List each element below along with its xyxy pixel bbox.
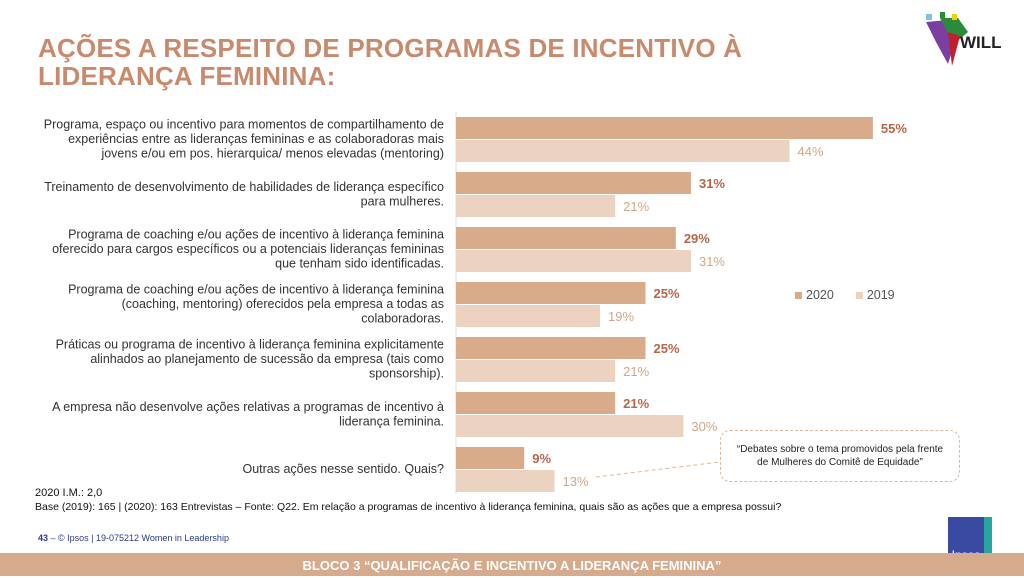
will-logo: WILL <box>926 12 1002 66</box>
bar-2019 <box>456 470 555 492</box>
value-label-2019: 21% <box>623 364 649 379</box>
value-label-2019: 19% <box>608 309 634 324</box>
legend: 2020 2019 <box>795 288 895 302</box>
category-label: Programa, espaço ou incentivo para momen… <box>44 118 444 132</box>
im-note: 2020 I.M.: 2,0 <box>35 487 103 499</box>
category-label: colaboradoras. <box>361 312 444 326</box>
svg-text:WILL: WILL <box>960 33 1002 52</box>
footer: 43 – © Ipsos | 19-075212 Women in Leader… <box>38 533 229 543</box>
value-label-2019: 13% <box>563 474 589 489</box>
bar-2019 <box>456 140 790 162</box>
legend-label: 2020 <box>806 288 834 302</box>
category-label: Treinamento de desenvolvimento de habili… <box>44 180 444 194</box>
value-label-2020: 31% <box>699 176 725 191</box>
category-label: sponsorship). <box>369 367 444 381</box>
bar-2020 <box>456 337 646 359</box>
page-title: AÇÕES A RESPEITO DE PROGRAMAS DE INCENTI… <box>38 33 743 91</box>
bar-2020 <box>456 172 691 194</box>
bar-2019 <box>456 360 616 382</box>
category-label: que tenham sido identificadas. <box>275 257 444 271</box>
value-label-2020: 25% <box>654 341 680 356</box>
base-note: Base (2019): 165 | (2020): 163 Entrevist… <box>35 501 782 513</box>
value-label-2019: 21% <box>623 199 649 214</box>
bar-2020 <box>456 392 616 414</box>
value-label-2020: 21% <box>623 396 649 411</box>
category-label: oferecido para cargos específicos ou a p… <box>52 242 444 256</box>
value-label-2020: 55% <box>881 121 907 136</box>
bar-2020 <box>456 117 873 139</box>
section-band: BLOCO 3 “QUALIFICAÇÃO E INCENTIVO A LIDE… <box>0 553 1024 576</box>
value-label-2020: 9% <box>532 451 551 466</box>
category-label: liderança feminina. <box>339 414 444 428</box>
bar-2019 <box>456 250 691 272</box>
category-label: (coaching, mentoring) oferecidos pela em… <box>122 297 444 311</box>
bar-2020 <box>456 227 676 249</box>
legend-2020: 2020 <box>795 288 834 302</box>
legend-label: 2019 <box>866 288 895 302</box>
bar-chart: Programa, espaço ou incentivo para momen… <box>44 112 907 494</box>
legend-2019: 2019 <box>855 288 895 302</box>
bar-2019 <box>456 195 616 217</box>
category-label: Práticas ou programa de incentivo à lide… <box>56 338 444 352</box>
value-label-2019: 31% <box>699 254 725 269</box>
bar-2019 <box>456 415 684 437</box>
bar-2019 <box>456 305 601 327</box>
bar-2020 <box>456 282 646 304</box>
callout-note: “Debates sobre o tema promovidos pela fr… <box>720 430 960 482</box>
category-label: experiências entre as lideranças feminin… <box>68 132 444 146</box>
category-label: alinhados ao planejamento de sucessão da… <box>90 352 444 366</box>
value-label-2020: 25% <box>654 286 680 301</box>
value-label-2019: 30% <box>691 419 717 434</box>
category-label: jovens e/ou em pos. hierarquica/ menos e… <box>100 147 444 161</box>
category-label: A empresa não desenvolve ações relativas… <box>52 400 444 414</box>
page-number: 43 <box>38 533 49 543</box>
category-label: Programa de coaching e/ou ações de incen… <box>68 283 444 297</box>
value-label-2020: 29% <box>684 231 710 246</box>
footer-text: – © Ipsos | 19-075212 Women in Leadershi… <box>50 533 229 543</box>
value-label-2019: 44% <box>798 144 824 159</box>
category-label: Programa de coaching e/ou ações de incen… <box>68 228 444 242</box>
category-label: para mulheres. <box>361 194 444 208</box>
category-label: Outras ações nesse sentido. Quais? <box>242 462 444 476</box>
bar-2020 <box>456 447 525 469</box>
